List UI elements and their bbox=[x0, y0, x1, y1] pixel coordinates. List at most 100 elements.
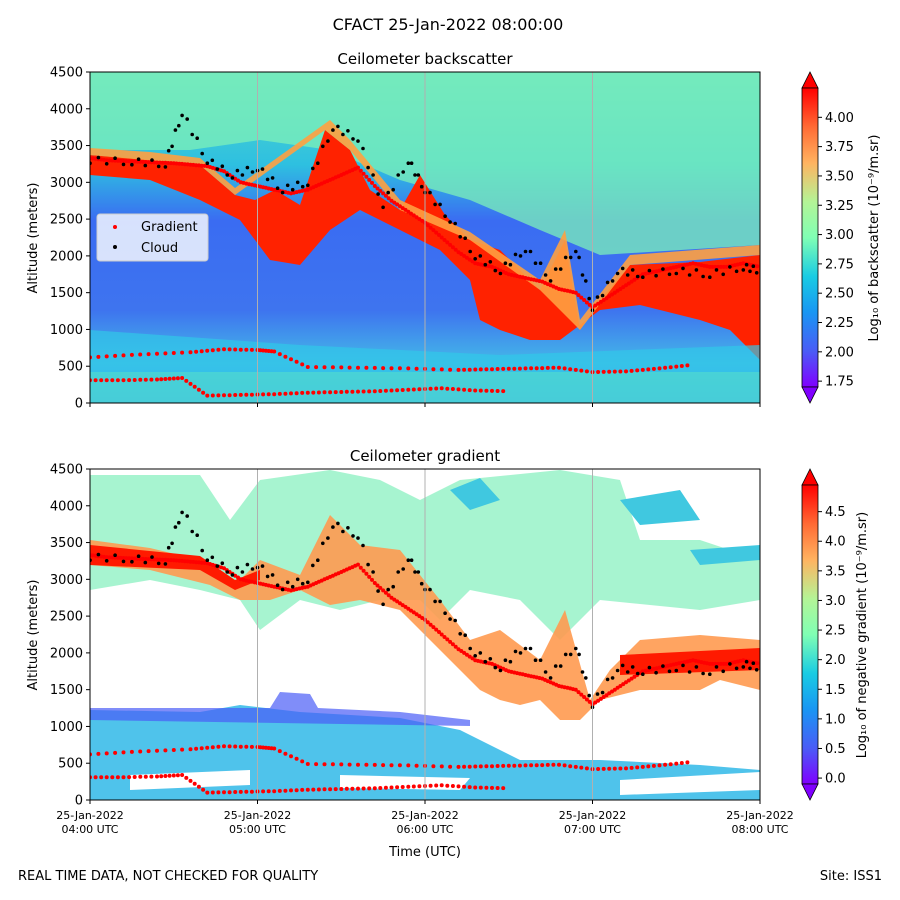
gradient-point bbox=[646, 764, 651, 769]
gradient-point bbox=[439, 235, 444, 240]
gradient-point bbox=[146, 352, 151, 357]
cloud-point bbox=[376, 589, 380, 593]
gradient-point bbox=[356, 762, 360, 767]
gradient-point bbox=[364, 174, 369, 179]
gradient-point bbox=[651, 763, 656, 768]
gradient-point bbox=[453, 247, 458, 252]
cloud-point bbox=[104, 559, 109, 563]
gradient-point bbox=[356, 389, 360, 394]
gradient-point bbox=[378, 585, 383, 590]
cloud-point bbox=[413, 173, 417, 177]
gradient-point bbox=[425, 223, 430, 228]
gradient-point bbox=[184, 378, 189, 383]
x-tick-label: 04:00 UTC bbox=[61, 823, 118, 836]
cloud-point bbox=[300, 581, 305, 586]
gradient-point bbox=[169, 558, 173, 563]
cloud-point bbox=[381, 602, 385, 607]
gradient-colorbar-max-extend bbox=[801, 468, 819, 486]
cloud-point bbox=[681, 663, 685, 668]
gradient-point bbox=[450, 245, 455, 250]
gradient-point bbox=[277, 788, 282, 793]
cloud-point bbox=[674, 668, 679, 673]
gradient-point bbox=[579, 295, 584, 300]
gradient-point bbox=[612, 369, 617, 374]
x-tick-label: 25-Jan-2022 bbox=[391, 809, 459, 822]
gradient-point bbox=[132, 556, 137, 561]
gradient-point bbox=[411, 784, 416, 789]
gradient-point bbox=[330, 762, 335, 767]
gradient-point bbox=[579, 765, 584, 770]
gradient-point bbox=[333, 787, 338, 792]
cloud-point bbox=[113, 553, 117, 557]
cloud-point bbox=[610, 676, 615, 680]
gradient-point bbox=[283, 391, 288, 396]
cloud-point bbox=[558, 267, 563, 271]
gradient-point bbox=[216, 347, 221, 352]
gradient-point bbox=[155, 774, 159, 779]
y-tick-label: 1500 bbox=[50, 683, 83, 698]
backscatter-title: Ceilometer backscatter bbox=[337, 50, 513, 68]
gradient-point bbox=[721, 661, 726, 666]
gradient-point bbox=[129, 159, 134, 164]
gradient-point bbox=[96, 751, 101, 756]
gradient-point bbox=[127, 378, 132, 383]
gradient-point bbox=[121, 378, 126, 383]
gradient-point bbox=[381, 191, 386, 196]
gradient-point bbox=[194, 746, 199, 751]
cloud-point bbox=[681, 266, 685, 271]
gradient-point bbox=[406, 387, 411, 392]
cloud-point bbox=[130, 559, 134, 564]
gradient-cloud-points bbox=[90, 510, 759, 710]
cloud-point bbox=[195, 533, 199, 537]
gradient-point bbox=[339, 390, 344, 394]
gradient-point bbox=[512, 366, 517, 371]
cloud-point bbox=[754, 271, 759, 275]
cloud-point bbox=[533, 658, 538, 662]
gradient-point bbox=[439, 632, 444, 637]
gradient-point bbox=[467, 388, 472, 393]
cloud-point bbox=[751, 264, 756, 269]
cloud-point bbox=[543, 670, 548, 674]
cloud-point bbox=[150, 158, 154, 162]
gradient-point bbox=[244, 347, 249, 352]
gradient-point bbox=[333, 390, 338, 395]
cloud-point bbox=[587, 693, 591, 698]
gradient-point bbox=[175, 773, 180, 778]
cloud-point bbox=[215, 167, 220, 171]
gradient-point bbox=[448, 639, 453, 644]
cloud-point bbox=[518, 254, 523, 258]
cloud-point bbox=[563, 652, 568, 657]
gradient-point bbox=[624, 766, 628, 771]
gradient-point bbox=[146, 557, 151, 562]
colorbar-tick-label: 2.50 bbox=[825, 287, 854, 302]
gradient-point bbox=[180, 773, 185, 777]
cloud-point bbox=[311, 563, 315, 568]
gradient-point bbox=[283, 751, 288, 756]
cloud-point bbox=[270, 573, 275, 577]
gradient-point bbox=[612, 290, 617, 295]
cloud-point bbox=[661, 267, 665, 271]
gradient-point bbox=[400, 388, 405, 392]
cloud-point bbox=[478, 254, 483, 258]
cloud-point bbox=[210, 555, 215, 560]
colorbar-tick-label: 1.75 bbox=[825, 375, 854, 390]
cloud-point bbox=[513, 252, 518, 257]
gradient-point bbox=[188, 381, 193, 386]
gradient-point bbox=[397, 366, 402, 371]
gradient-point bbox=[367, 574, 372, 579]
gradient-point bbox=[545, 762, 550, 767]
gradient-point bbox=[431, 625, 436, 630]
gradient-point bbox=[216, 393, 221, 398]
cloud-point bbox=[230, 176, 235, 180]
gradient-point bbox=[233, 744, 238, 749]
gradient-point bbox=[383, 590, 388, 595]
gradient-point bbox=[216, 744, 221, 749]
gradient-point bbox=[364, 762, 369, 767]
gradient-point bbox=[551, 762, 556, 767]
gradient-point bbox=[587, 699, 592, 704]
gradient-point bbox=[216, 790, 221, 795]
cloud-point bbox=[528, 249, 533, 254]
cloud-point bbox=[235, 565, 240, 570]
y-tick-label: 4500 bbox=[50, 463, 83, 478]
